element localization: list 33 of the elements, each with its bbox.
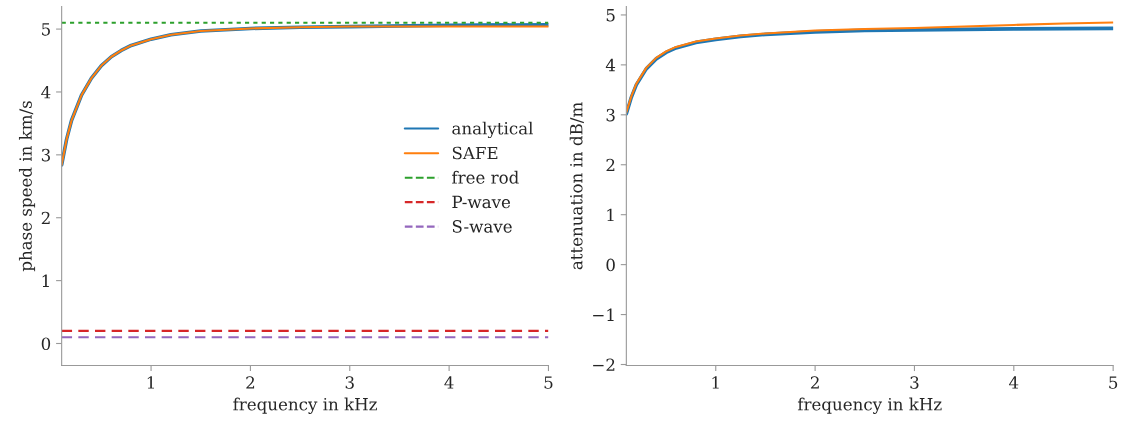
y-tick-label: 2 [606, 158, 615, 172]
y-tick-label: 4 [605, 58, 616, 72]
x-tick-label: 2 [246, 376, 255, 389]
x-tick-label: 4 [1009, 376, 1019, 389]
y-tick-label: 4 [41, 85, 51, 99]
legend-label: analytical [452, 121, 533, 139]
legend-label: free rod [452, 170, 519, 184]
y-tick-label: −1 [593, 308, 614, 321]
x-tick-label: 4 [444, 376, 454, 389]
legend-label: P-wave [452, 195, 511, 209]
y-tick-label: 1 [42, 274, 49, 287]
x-tick-label: 5 [1109, 376, 1118, 389]
x-tick-label: 1 [147, 376, 154, 389]
x-axis-title: frequency in kHz [797, 397, 942, 414]
y-tick-label: 0 [41, 337, 51, 351]
y-tick-label: 5 [42, 23, 50, 36]
y-tick-label: −2 [593, 358, 615, 371]
y-axis-title: phase speed in km/s [18, 101, 36, 272]
y-tick-label: 3 [41, 148, 50, 162]
x-tick-label: 1 [712, 376, 719, 389]
y-tick-label: 0 [606, 258, 615, 272]
x-axis-title: frequency in kHz [233, 397, 377, 414]
x-tick-label: 3 [910, 376, 919, 389]
y-tick-label: 2 [41, 211, 50, 225]
x-tick-label: 2 [810, 376, 819, 389]
y-tick-label: 1 [607, 208, 614, 222]
legend-label: SAFE [452, 146, 498, 160]
y-tick-label: 3 [606, 108, 615, 122]
x-tick-label: 5 [544, 376, 553, 389]
y-axis-title: attenuation in dB/m [569, 102, 584, 270]
legend-label: S-wave [452, 220, 512, 233]
y-tick-label: 5 [606, 9, 615, 22]
x-tick-label: 3 [345, 376, 354, 389]
